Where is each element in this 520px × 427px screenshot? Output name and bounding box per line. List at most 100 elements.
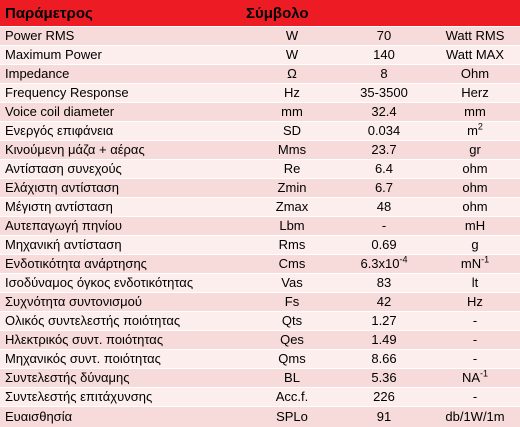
value-text: 35-3500 (360, 85, 408, 100)
parameter-cell: Συντελεστής δύναμης (0, 369, 246, 388)
value-text: 23.7 (371, 142, 396, 157)
unit-cell: NA-1 (430, 369, 520, 388)
parameter-cell: Κινούμενη μάζα + αέρας (0, 141, 246, 160)
value-text: 226 (373, 389, 395, 404)
value-text: - (382, 218, 386, 233)
unit-text: ohm (462, 161, 487, 176)
unit-cell: mH (430, 217, 520, 236)
value-text: 1.27 (371, 313, 396, 328)
unit-cell: mN-1 (430, 255, 520, 274)
unit-text: lt (472, 275, 479, 290)
symbol-cell: Qes (246, 331, 338, 350)
value-text: 6.7 (375, 180, 393, 195)
unit-cell: - (430, 312, 520, 331)
value-text: 8.66 (371, 351, 396, 366)
unit-cell: ohm (430, 160, 520, 179)
symbol-cell: Cms (246, 255, 338, 274)
value-text: 6.3x10 (360, 256, 399, 271)
header-unit (430, 0, 520, 27)
unit-text: Watt MAX (446, 47, 504, 62)
value-cell: - (338, 217, 430, 236)
value-cell: 0.034 (338, 122, 430, 141)
value-text: 70 (377, 28, 391, 43)
symbol-cell: Re (246, 160, 338, 179)
parameter-cell: Μηχανική αντίσταση (0, 236, 246, 255)
unit-cell: Herz (430, 84, 520, 103)
value-cell: 5.36 (338, 369, 430, 388)
value-cell: 6.7 (338, 179, 430, 198)
unit-text: Hz (467, 294, 483, 309)
parameter-cell: Ενδοτικότητα ανάρτησης (0, 255, 246, 274)
parameter-cell: Αυτεπαγωγή πηνίου (0, 217, 246, 236)
parameter-cell: Μέγιστη αντίσταση (0, 198, 246, 217)
value-exponent: -4 (400, 255, 408, 265)
symbol-cell: W (246, 46, 338, 65)
symbol-cell: W (246, 27, 338, 46)
symbol-cell: Ω (246, 65, 338, 84)
symbol-cell: mm (246, 103, 338, 122)
parameter-cell: Ελάχιστη αντίσταση (0, 179, 246, 198)
symbol-cell: Lbm (246, 217, 338, 236)
unit-text: db/1W/1m (445, 409, 504, 424)
parameter-cell: Voice coil diameter (0, 103, 246, 122)
parameter-cell: Impedance (0, 65, 246, 84)
parameter-cell: Ενεργός επιφάνεια (0, 122, 246, 141)
symbol-cell: Zmax (246, 198, 338, 217)
unit-text: g (471, 237, 478, 252)
unit-text: ohm (462, 180, 487, 195)
value-cell: 140 (338, 46, 430, 65)
symbol-cell: Vas (246, 274, 338, 293)
unit-cell: - (430, 331, 520, 350)
unit-cell: g (430, 236, 520, 255)
value-text: 32.4 (371, 104, 396, 119)
value-cell: 8 (338, 65, 430, 84)
value-cell: 226 (338, 388, 430, 407)
value-cell: 42 (338, 293, 430, 312)
unit-exponent: 2 (478, 122, 483, 132)
unit-exponent: -1 (481, 255, 489, 265)
value-text: 83 (377, 275, 391, 290)
unit-cell: ohm (430, 179, 520, 198)
parameter-cell: Frequency Response (0, 84, 246, 103)
unit-cell: Ohm (430, 65, 520, 84)
parameter-cell: Αντίσταση συνεχούς (0, 160, 246, 179)
unit-cell: lt (430, 274, 520, 293)
value-text: 1.49 (371, 332, 396, 347)
value-text: 0.69 (371, 237, 396, 252)
unit-text: m (467, 123, 478, 138)
unit-text: NA (462, 370, 480, 385)
parameter-cell: Ηλεκτρικός συντ. ποιότητας (0, 331, 246, 350)
unit-exponent: -1 (480, 369, 488, 379)
parameter-cell: Ισοδύναμος όγκος ενδοτικότητας (0, 274, 246, 293)
unit-text: - (473, 332, 477, 347)
value-cell: 32.4 (338, 103, 430, 122)
unit-cell: - (430, 350, 520, 369)
unit-cell: - (430, 388, 520, 407)
symbol-cell: BL (246, 369, 338, 388)
unit-cell: mm (430, 103, 520, 122)
parameter-cell: Συχνότητα συντονισμού (0, 293, 246, 312)
value-text: 0.034 (368, 123, 401, 138)
header-parameter: Παράμετρος (0, 0, 246, 27)
table-header-row: Παράμετρος Σύμβολο (0, 0, 520, 27)
parameter-cell: Μηχανικός συντ. ποιότητας (0, 350, 246, 369)
symbol-cell: Qts (246, 312, 338, 331)
symbol-cell: Fs (246, 293, 338, 312)
symbol-cell: Acc.f. (246, 388, 338, 407)
value-cell: 83 (338, 274, 430, 293)
unit-text: Ohm (461, 66, 489, 81)
